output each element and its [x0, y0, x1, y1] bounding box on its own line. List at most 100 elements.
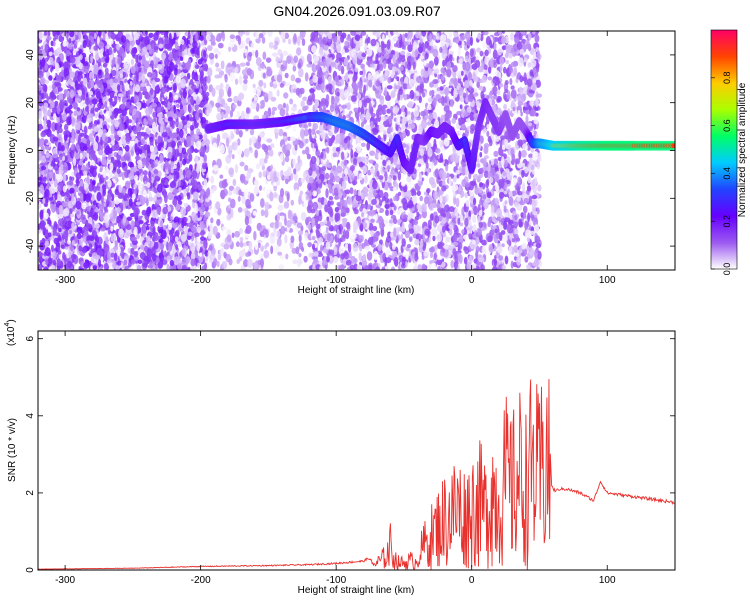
heatmap-cell: [276, 212, 281, 222]
heatmap-cell: [252, 49, 255, 57]
heatmap-cell: [133, 94, 138, 104]
heatmap-cell: [201, 162, 207, 170]
heatmap-cell: [227, 97, 233, 103]
heatmap-cell: [41, 57, 46, 68]
heatmap-cell: [63, 123, 69, 132]
heatmap-cell: [116, 83, 121, 92]
heatmap-cell: [147, 264, 154, 269]
heatmap-cell: [71, 222, 75, 229]
heatmap-cell: [125, 265, 129, 270]
heatmap-cell: [57, 250, 62, 255]
heatmap-cell: [43, 169, 48, 175]
heatmap-cell: [274, 40, 279, 46]
heatmap-cell: [182, 158, 187, 166]
heatmap-cell: [197, 59, 203, 65]
heatmap-cell: [120, 35, 127, 43]
heatmap-cell: [56, 124, 60, 135]
heatmap-cell: [133, 207, 139, 217]
heatmap-cell: [68, 37, 72, 44]
heatmap-cell: [264, 201, 270, 211]
heatmap-cell: [214, 74, 220, 79]
heatmap-cell: [274, 220, 279, 230]
heatmap-cell: [63, 163, 69, 173]
heatmap-cell: [194, 104, 199, 111]
heatmap-cell: [235, 241, 240, 248]
heatmap-cell: [183, 188, 187, 198]
heatmap-cell: [51, 204, 56, 213]
heatmap-cell: [245, 252, 250, 257]
heatmap-cell: [284, 234, 288, 244]
heatmap-cell: [104, 136, 109, 143]
heatmap-cell: [141, 209, 147, 216]
heatmap-cell: [238, 75, 243, 85]
heatmap-cell: [227, 145, 234, 152]
heatmap-cell: [98, 114, 102, 119]
heatmap-cell: [194, 222, 198, 227]
heatmap-cell: [237, 207, 243, 213]
heatmap-cell: [237, 195, 241, 202]
heatmap-cell: [166, 255, 171, 262]
heatmap-cell: [115, 37, 121, 42]
heatmap-cell: [52, 31, 57, 37]
heatmap-cell: [238, 256, 243, 262]
heatmap-cell: [50, 91, 55, 99]
heatmap-cell: [204, 211, 211, 218]
heatmap-cell: [112, 77, 119, 84]
heatmap-cell: [283, 92, 289, 99]
heatmap-cell: [146, 206, 151, 217]
heatmap-cell: [243, 74, 249, 81]
heatmap-cell: [180, 234, 187, 242]
heatmap-cell: [121, 52, 126, 59]
heatmap-cell: [96, 168, 100, 174]
heatmap-cell: [44, 202, 49, 207]
heatmap-cell: [128, 198, 133, 207]
heatmap-cell: [76, 144, 80, 151]
heatmap-cell: [138, 148, 143, 154]
heatmap-cell: [135, 73, 139, 83]
heatmap-cell: [202, 78, 207, 87]
heatmap-cell: [78, 89, 83, 97]
heatmap-cell: [107, 251, 111, 261]
heatmap-cell: [221, 260, 228, 269]
heatmap-cell: [168, 82, 173, 88]
heatmap-cell: [280, 31, 286, 40]
heatmap-cell: [232, 104, 237, 109]
figure-title: GN04.2026.091.03.09.R07: [273, 3, 441, 19]
heatmap-cell: [135, 121, 140, 131]
heatmap-cell: [286, 55, 292, 64]
heatmap-cell: [99, 227, 106, 232]
heatmap-cell: [130, 259, 137, 265]
heatmap-cell: [118, 228, 124, 239]
heatmap-cell: [294, 188, 298, 196]
heatmap-cell: [291, 106, 297, 112]
heatmap-cell: [263, 92, 269, 100]
heatmap-cell: [116, 43, 120, 51]
heatmap-cell: [120, 103, 126, 110]
heatmap-cell: [120, 156, 125, 162]
heatmap-cell: [131, 193, 136, 200]
heatmap-cell: [178, 52, 183, 57]
heatmap-cell: [130, 220, 135, 230]
heatmap-cell: [62, 156, 66, 161]
heatmap-cell: [172, 52, 179, 62]
heatmap-cell: [260, 258, 265, 268]
heatmap-cell: [107, 179, 112, 188]
heatmap-cell: [163, 76, 169, 84]
heatmap-cell: [207, 103, 213, 114]
heatmap-cell: [47, 257, 53, 265]
heatmap-cell: [176, 103, 180, 108]
heatmap-cell: [253, 179, 259, 187]
heatmap-cell: [179, 129, 184, 138]
heatmap-cell: [123, 214, 127, 224]
heatmap-cell: [186, 72, 191, 80]
heatmap-cell: [76, 107, 81, 112]
heatmap-cell: [82, 235, 87, 243]
heatmap-cell: [98, 161, 102, 167]
heatmap-cell: [58, 204, 64, 215]
heatmap-cell: [47, 59, 51, 66]
heatmap-cell: [231, 232, 235, 239]
heatmap-cell: [106, 83, 111, 90]
heatmap-cell: [60, 244, 65, 249]
heatmap-cell: [102, 170, 107, 179]
heatmap-cell: [81, 90, 86, 101]
